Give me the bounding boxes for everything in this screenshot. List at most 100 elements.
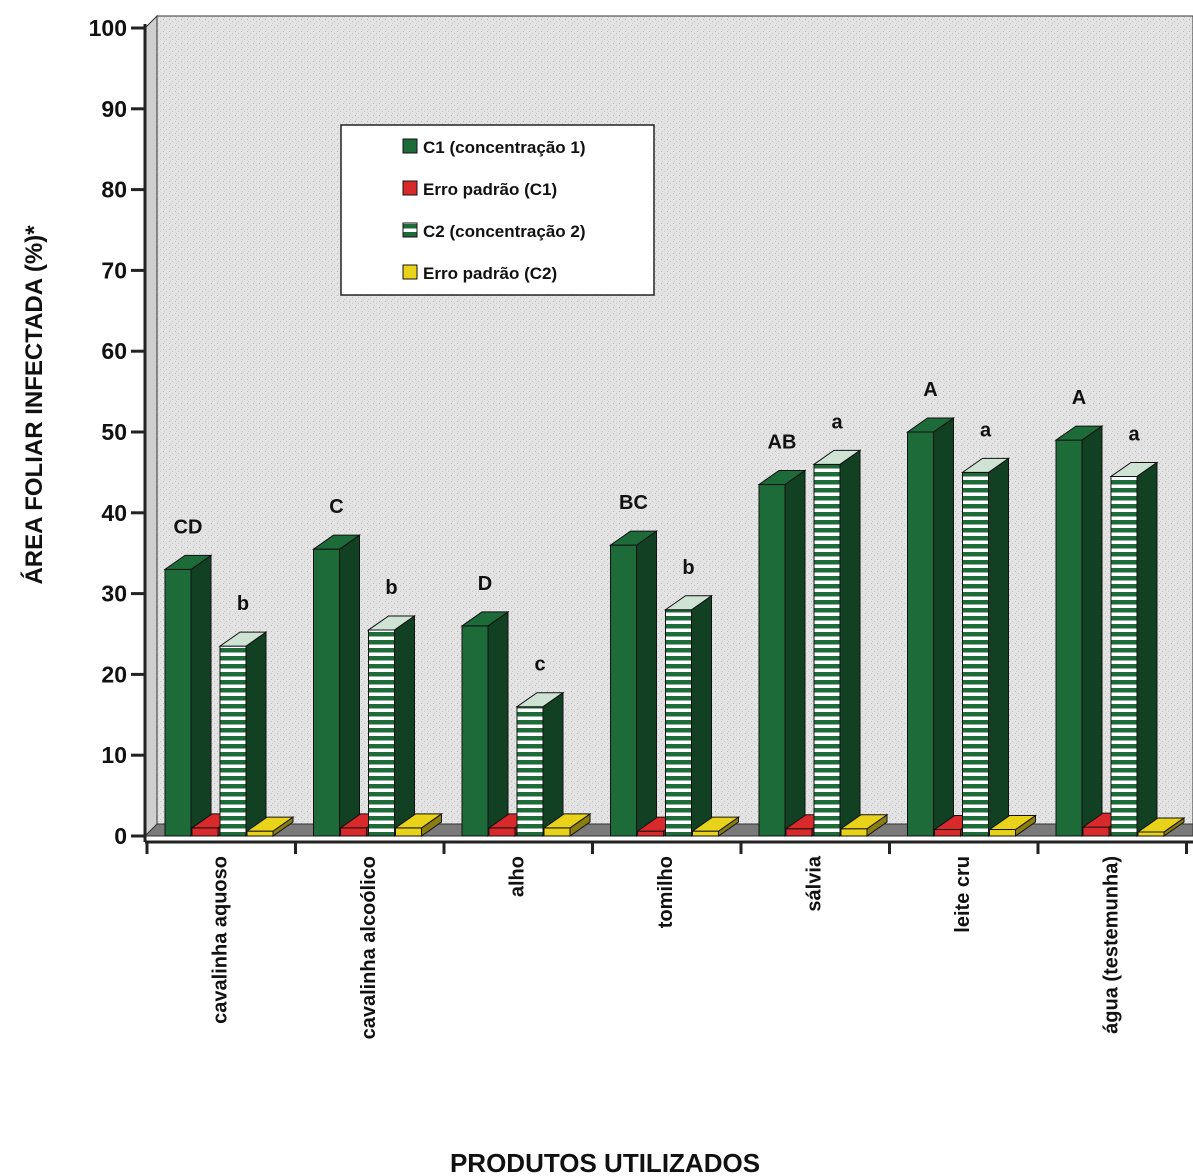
y-tick-label: 90 — [101, 96, 127, 122]
bar-top — [542, 813, 592, 829]
bar-side — [394, 614, 415, 837]
legend-swatch-c2 — [402, 222, 418, 238]
bar — [608, 530, 659, 837]
bar — [542, 812, 592, 837]
bar-significance-label: c — [534, 654, 545, 676]
bar — [839, 813, 889, 837]
bar — [245, 816, 295, 837]
y-tick-label: 10 — [101, 742, 127, 768]
bar-side — [339, 534, 360, 837]
bar-significance-label: A — [923, 379, 937, 401]
bar-front — [1110, 475, 1138, 837]
bar-significance-label: a — [980, 419, 992, 441]
bar-top — [690, 816, 741, 832]
bar-top — [757, 470, 807, 486]
bar-front — [543, 827, 571, 837]
x-axis-title: PRODUTOS UTILIZADOS — [450, 1148, 760, 1176]
bar-front — [907, 431, 934, 837]
bar-side — [1136, 461, 1158, 837]
bar-front — [488, 827, 516, 837]
bar-side — [487, 610, 509, 837]
legend-label-erro-c1: Erro padrão (C1) — [423, 180, 557, 199]
bar-side — [636, 530, 657, 837]
bar-top — [366, 615, 417, 631]
legend-swatch-erro-c1 — [402, 180, 418, 196]
y-tick-label: 50 — [101, 419, 127, 445]
bar — [905, 417, 956, 837]
bar-top — [905, 417, 956, 433]
bar-front — [840, 828, 868, 837]
bar — [218, 631, 268, 837]
bar-front — [340, 827, 367, 837]
bar-top — [163, 554, 213, 570]
x-tick-label: cavalinha alcoólico — [358, 856, 380, 1039]
legend-label-c2: C2 (concentração 2) — [423, 222, 586, 241]
bar-front — [813, 463, 841, 837]
bar-front — [395, 827, 422, 837]
bar-side — [933, 417, 954, 837]
bar-side — [988, 457, 1009, 837]
y-tick-label: 40 — [101, 500, 127, 526]
bar-front — [637, 830, 664, 837]
bar-significance-label: b — [385, 577, 397, 599]
bar-front — [610, 544, 637, 837]
legend: C1 (concentração 1) Erro padrão (C1) C2 … — [340, 124, 655, 296]
bar-significance-label: A — [1072, 387, 1086, 409]
bar — [757, 469, 807, 837]
bar — [393, 812, 444, 837]
bar-front — [516, 706, 544, 837]
y-tick-label: 100 — [89, 15, 127, 41]
bar-significance-label: b — [682, 557, 694, 579]
bar-side — [691, 594, 712, 837]
bar-side — [542, 691, 564, 837]
bar-significance-label: b — [237, 593, 249, 615]
y-tick-label: 20 — [101, 661, 127, 687]
bar-front — [219, 645, 247, 837]
bar — [366, 614, 417, 837]
bar-significance-label: C — [329, 496, 343, 518]
bar-top — [393, 813, 444, 829]
bar-front — [758, 484, 786, 837]
bar-front — [368, 629, 395, 837]
bar — [1136, 816, 1186, 837]
bar-side — [1081, 425, 1103, 837]
bar-front — [665, 609, 692, 837]
legend-label-c1: C1 (concentração 1) — [423, 138, 586, 157]
bar-front — [313, 548, 340, 837]
bar-side — [190, 554, 212, 837]
bar-side — [245, 631, 267, 837]
bar — [663, 594, 714, 837]
bar-front — [1082, 826, 1110, 837]
bar-top — [515, 692, 565, 708]
x-tick-label: cavalinha aquoso — [209, 856, 231, 1024]
bar — [1109, 461, 1159, 837]
bar-top — [960, 457, 1011, 473]
bar-front — [164, 568, 192, 837]
bar — [690, 816, 741, 837]
bar-front — [934, 829, 961, 837]
bar-front — [962, 471, 989, 837]
bar-front — [191, 827, 219, 837]
bar-top — [1054, 425, 1104, 441]
bar — [987, 814, 1038, 837]
bar-top — [218, 631, 268, 647]
bar-top — [245, 816, 295, 832]
legend-label-erro-c2: Erro padrão (C2) — [423, 264, 557, 283]
bar-front — [1137, 831, 1165, 837]
y-tick-label: 60 — [101, 338, 127, 364]
y-tick-label: 80 — [101, 177, 127, 203]
bar-top — [987, 815, 1038, 831]
bar — [1054, 425, 1104, 837]
bar-significance-label: AB — [768, 432, 797, 454]
bar-front — [692, 830, 719, 837]
bar — [515, 691, 565, 837]
bar-top — [608, 530, 659, 546]
bars: CD b Cb Dc BC b AB a Aa Aa — [163, 379, 1186, 837]
bar-significance-label: BC — [619, 492, 648, 514]
bar — [311, 534, 362, 837]
bar-top — [812, 449, 862, 465]
bar-top — [311, 534, 362, 550]
bar-front — [246, 830, 274, 837]
